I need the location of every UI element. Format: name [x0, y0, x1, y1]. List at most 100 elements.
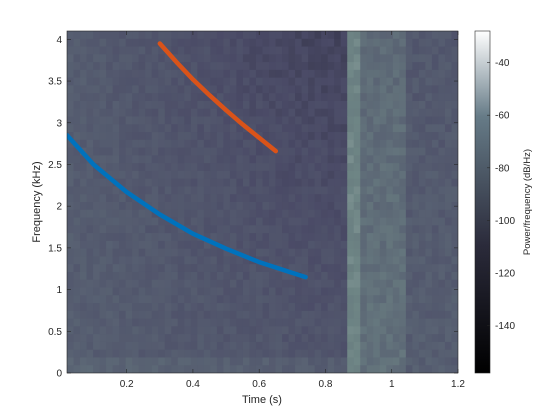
heatmap-cell: [418, 303, 426, 312]
heatmap-cell: [269, 202, 277, 211]
heatmap-cell: [425, 100, 433, 110]
heatmap-cell: [171, 365, 179, 373]
heatmap-cell: [158, 287, 166, 296]
heatmap-cell: [295, 100, 303, 110]
heatmap-cell: [242, 155, 250, 164]
heatmap-cell: [321, 365, 329, 373]
heatmap-cell: [451, 108, 458, 117]
heatmap-cell: [347, 326, 355, 335]
x-tick-label: 0.4: [186, 379, 200, 390]
heatmap-cell: [138, 108, 146, 117]
heatmap-cell: [119, 326, 127, 335]
heatmap-cell: [177, 279, 185, 288]
heatmap-cell: [438, 334, 446, 343]
heatmap-cell: [425, 31, 433, 40]
heatmap-cell: [203, 240, 211, 250]
heatmap-cell: [80, 69, 88, 79]
heatmap-cell: [112, 303, 120, 312]
heatmap-cell: [360, 295, 368, 304]
heatmap-cell: [386, 69, 394, 79]
heatmap-cell: [177, 139, 185, 149]
heatmap-cell: [236, 186, 244, 195]
heatmap-cell: [418, 349, 426, 358]
heatmap-cell: [171, 155, 179, 164]
heatmap-cell: [203, 310, 211, 320]
heatmap-cell: [269, 217, 277, 226]
heatmap-cell: [145, 225, 153, 234]
heatmap-cell: [314, 147, 322, 156]
heatmap-cell: [249, 209, 257, 219]
heatmap-cell: [269, 163, 277, 172]
heatmap-cell: [138, 116, 146, 125]
heatmap-cell: [73, 341, 81, 351]
heatmap-cell: [425, 132, 433, 141]
heatmap-cell: [301, 77, 309, 86]
heatmap-cell: [301, 108, 309, 117]
heatmap-cell: [347, 209, 355, 219]
heatmap-cell: [223, 69, 231, 79]
heatmap-cell: [164, 225, 172, 234]
heatmap-cell: [431, 365, 439, 373]
heatmap-cell: [347, 225, 355, 234]
heatmap-cell: [392, 349, 400, 358]
heatmap-cell: [67, 271, 75, 281]
heatmap-cell: [347, 38, 355, 48]
heatmap-cell: [340, 310, 348, 320]
heatmap-cell: [386, 256, 394, 265]
heatmap-cell: [223, 357, 231, 366]
heatmap-cell: [347, 310, 355, 320]
heatmap-cell: [106, 38, 114, 48]
heatmap-cell: [379, 326, 387, 335]
heatmap-cell: [177, 202, 185, 211]
heatmap-cell: [73, 155, 81, 164]
heatmap-cell: [112, 194, 120, 203]
heatmap-cell: [431, 116, 439, 125]
heatmap-cell: [210, 77, 218, 86]
heatmap-cell: [438, 341, 446, 351]
heatmap-cell: [347, 147, 355, 156]
heatmap-cell: [347, 279, 355, 288]
heatmap-cell: [242, 46, 250, 55]
heatmap-cell: [334, 100, 342, 110]
heatmap-cell: [242, 240, 250, 250]
heatmap-cell: [392, 318, 400, 327]
heatmap-cell: [184, 132, 192, 141]
heatmap-cell: [249, 279, 257, 288]
heatmap-cell: [275, 365, 283, 373]
heatmap-cell: [93, 326, 101, 335]
heatmap-cell: [418, 132, 426, 141]
heatmap-cell: [190, 326, 198, 335]
heatmap-cell: [203, 318, 211, 327]
heatmap-cell: [236, 357, 244, 366]
heatmap-cell: [405, 46, 413, 55]
heatmap-cell: [360, 240, 368, 250]
heatmap-cell: [334, 139, 342, 149]
heatmap-cell: [119, 256, 127, 265]
heatmap-cell: [138, 186, 146, 195]
heatmap-cell: [106, 147, 114, 156]
heatmap-cell: [164, 326, 172, 335]
heatmap-cell: [119, 349, 127, 358]
heatmap-cell: [73, 303, 81, 312]
heatmap-cell: [314, 264, 322, 273]
heatmap-cell: [425, 341, 433, 351]
heatmap-cell: [151, 303, 159, 312]
heatmap-cell: [412, 279, 420, 288]
heatmap-cell: [177, 341, 185, 351]
heatmap-cell: [321, 93, 329, 102]
heatmap-cell: [301, 54, 309, 63]
heatmap-cell: [132, 303, 140, 312]
heatmap-cell: [308, 116, 316, 125]
heatmap-cell: [229, 147, 237, 156]
heatmap-cell: [431, 271, 439, 281]
heatmap-cell: [93, 295, 101, 304]
heatmap-cell: [425, 186, 433, 195]
series-line-2: [157, 41, 279, 154]
heatmap-cell: [249, 77, 257, 86]
heatmap-cell: [275, 217, 283, 226]
heatmap-cell: [80, 124, 88, 133]
heatmap-cell: [321, 170, 329, 180]
heatmap-cell: [138, 318, 146, 327]
heatmap-cell: [119, 100, 127, 110]
heatmap-cell: [379, 62, 387, 71]
